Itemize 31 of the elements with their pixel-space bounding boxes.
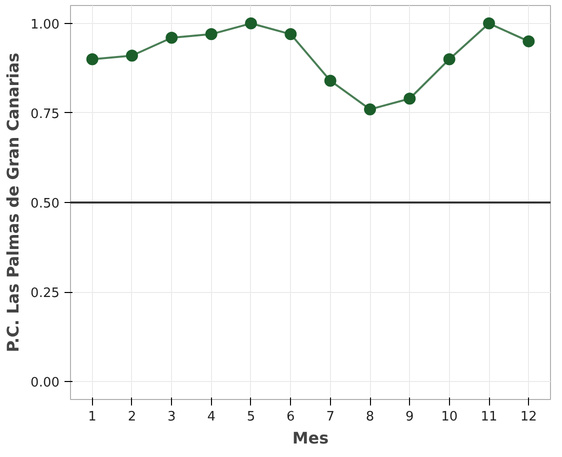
- point: [324, 74, 336, 87]
- point: [166, 32, 178, 44]
- point: [205, 28, 218, 40]
- x-tick-label: 4: [207, 410, 216, 424]
- y-tick-label: 0.00: [30, 376, 60, 391]
- point: [284, 28, 297, 40]
- point: [126, 50, 138, 62]
- x-axis-title: Mes: [292, 428, 329, 448]
- x-tick-label: 10: [441, 410, 458, 424]
- x-tick-label: 7: [326, 410, 334, 424]
- point: [364, 103, 376, 116]
- x-tick-label: 5: [246, 410, 256, 424]
- x-tick-label: 11: [480, 410, 498, 424]
- point: [404, 92, 416, 105]
- x-tick-label: 8: [366, 410, 374, 424]
- point: [86, 53, 98, 66]
- point: [522, 35, 535, 48]
- y-axis-title: P.C. Las Palmas de Gran Canarias: [4, 52, 23, 352]
- x-tick-label: 6: [286, 410, 295, 424]
- point: [244, 17, 257, 30]
- x-tick-label: 12: [520, 410, 537, 424]
- y-tick-label: 0.25: [30, 286, 60, 302]
- y-tick-label: 1.00: [30, 17, 60, 32]
- x-tick-label: 9: [406, 410, 414, 424]
- y-tick-label: 0.75: [30, 106, 60, 122]
- x-tick-label: 3: [168, 410, 176, 424]
- x-tick-label: 2: [128, 410, 136, 424]
- point: [483, 17, 496, 30]
- y-tick-label: 0.50: [30, 196, 60, 212]
- x-tick-label: 1: [88, 410, 96, 424]
- point: [443, 53, 456, 66]
